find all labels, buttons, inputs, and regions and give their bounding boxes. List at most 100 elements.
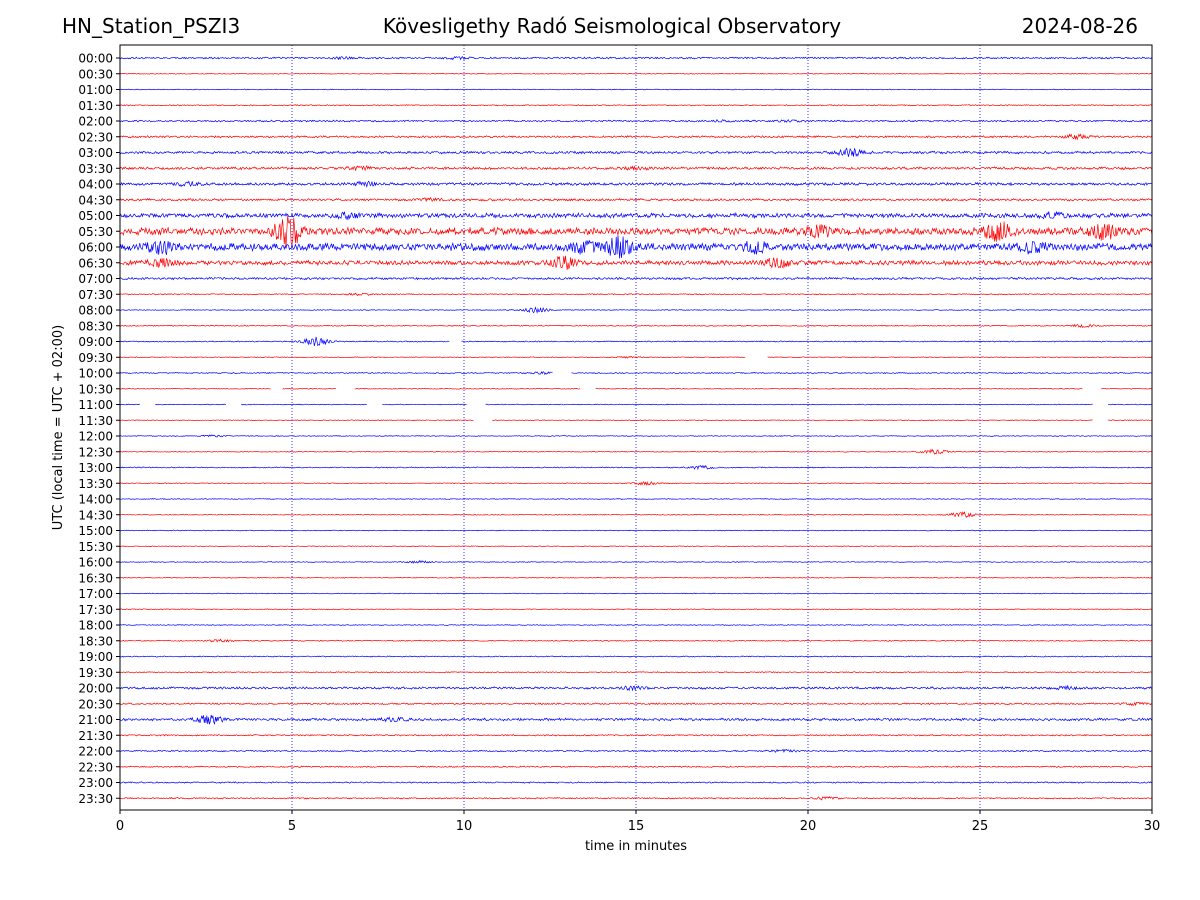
grid-lines [291,45,981,810]
trace-0000 [119,55,1153,61]
y-tick-label: 12:00 [78,430,113,444]
trace-1830 [119,638,1153,643]
y-tick-label: 01:00 [78,83,113,97]
trace-2330 [119,796,1153,801]
trace-0400 [119,180,1153,189]
y-tick-label: 18:30 [78,634,113,648]
y-tick-label: 06:00 [78,241,113,255]
trace-1500 [119,529,1153,532]
x-tick-label: 10 [456,819,473,834]
y-tick-label: 17:30 [78,603,113,617]
y-tick-label: 23:30 [78,792,113,806]
y-tick-label: 22:30 [78,760,113,774]
trace-0600 [119,235,1153,259]
trace-0330 [119,164,1153,172]
y-tick-label: 02:30 [78,130,113,144]
y-tick-label: 05:00 [78,209,113,223]
trace-1400 [119,498,1153,500]
trace-1100 [119,403,1153,406]
y-tick-label: 05:30 [78,225,113,239]
y-tick-label: 09:00 [78,335,113,349]
trace-1900 [119,655,1153,658]
x-tick-label: 15 [628,819,645,834]
trace-0930 [119,355,1153,359]
trace-0230 [119,133,1153,141]
y-tick-label: 15:00 [78,524,113,538]
y-tick-label: 19:00 [78,650,113,664]
y-tick-label: 11:00 [78,398,113,412]
x-tick-label: 0 [116,819,124,834]
x-axis-label: time in minutes [585,839,687,854]
y-tick-label: 20:00 [78,682,113,696]
trace-0500 [119,211,1153,221]
trace-0730 [119,292,1152,297]
trace-2030 [119,701,1153,707]
y-tick-label: 13:30 [78,477,113,491]
y-tick-label: 03:30 [78,162,113,176]
y-tick-label: 04:00 [78,178,113,192]
x-tick-label: 30 [1144,819,1161,834]
y-tick-label: 23:00 [78,776,113,790]
y-tick-label: 00:30 [78,67,113,81]
trace-0030 [119,72,1153,75]
trace-0130 [119,104,1153,107]
trace-1000 [119,371,1153,376]
trace-1230 [119,448,1153,455]
y-tick-label: 12:30 [78,445,113,459]
trace-2100 [119,714,1153,726]
trace-2000 [119,684,1153,692]
x-tick-label: 20 [800,819,817,834]
y-tick-label: 16:30 [78,571,113,585]
trace-2300 [119,781,1153,784]
y-tick-label: 10:30 [78,382,113,396]
y-tick-label: 14:00 [78,493,113,507]
date-label: 2024-08-26 [1021,14,1138,38]
y-tick-label: 06:30 [78,256,113,270]
trace-1530 [119,545,1153,548]
x-tick-label: 25 [972,819,989,834]
y-tick-label: 00:00 [78,52,113,66]
y-tick-label: 16:00 [78,556,113,570]
y-tick-label: 21:00 [78,713,113,727]
y-tick-label: 08:30 [78,319,113,333]
y-tick-label: 17:00 [78,587,113,601]
trace-1200 [119,434,1153,438]
trace-1030 [119,387,1153,390]
trace-1300 [119,464,1153,471]
y-tick-label: 08:00 [78,304,113,318]
y-tick-label: 04:30 [78,193,113,207]
x-tick-label: 5 [288,819,296,834]
trace-1730 [119,608,1153,611]
trace-2230 [119,765,1153,768]
trace-1330 [119,480,1153,487]
y-tick-label: 15:30 [78,540,113,554]
y-axis-label: UTC (local time = UTC + 02:00) [51,325,66,530]
y-tick-label: 10:00 [78,367,113,381]
trace-0630 [119,255,1153,270]
trace-0900 [119,336,1153,347]
trace-2130 [119,734,1153,737]
trace-0200 [119,118,1153,123]
x-axis: 0 5 10 15 20 25 30 [116,810,1160,834]
y-tick-label: 19:30 [78,666,113,680]
trace-0300 [119,147,1153,158]
trace-1130 [119,419,1153,422]
station-name: HN_Station_PSZI3 [62,14,241,38]
y-tick-label: 07:30 [78,288,113,302]
y-tick-label: 14:30 [78,508,113,522]
y-tick-label: 01:30 [78,99,113,113]
trace-0430 [119,196,1153,203]
observatory-title: Kövesligethy Radó Seismological Observat… [382,14,842,38]
trace-1630 [119,576,1153,579]
trace-1700 [119,592,1153,595]
y-tick-label: 13:00 [78,461,113,475]
trace-1600 [119,559,1153,564]
y-tick-label: 20:30 [78,697,113,711]
trace-2200 [119,748,1153,753]
trace-0100 [119,88,1153,91]
trace-0830 [119,323,1153,329]
seismogram-traces [119,55,1153,801]
y-tick-label: 18:00 [78,619,113,633]
y-tick-label: 07:00 [78,272,113,286]
